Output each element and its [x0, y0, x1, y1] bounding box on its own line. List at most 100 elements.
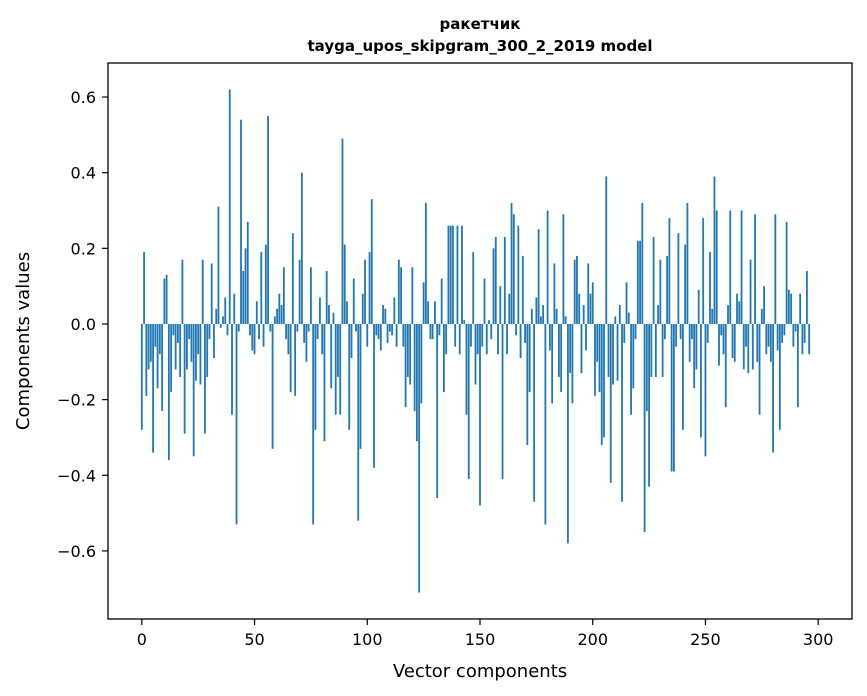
bar — [526, 323, 529, 446]
bar — [727, 305, 729, 324]
bar — [343, 244, 346, 324]
bar — [609, 323, 612, 483]
bar — [158, 323, 161, 355]
bar — [393, 297, 396, 324]
bar — [697, 289, 700, 324]
bar — [670, 323, 673, 472]
bar — [285, 323, 288, 340]
bar — [339, 323, 342, 415]
bar — [476, 323, 479, 355]
bar — [287, 323, 290, 355]
bar — [715, 210, 718, 324]
bar — [438, 323, 441, 336]
bar — [197, 323, 200, 355]
y-tick-label: −0.2 — [57, 391, 96, 410]
bar — [219, 323, 222, 328]
bar — [424, 202, 427, 324]
bar — [341, 138, 344, 324]
bar — [641, 202, 644, 324]
bar — [587, 263, 590, 324]
bar — [334, 323, 337, 415]
bar — [163, 278, 166, 324]
bar — [176, 323, 179, 343]
bar — [213, 323, 215, 359]
y-tick-label: 0.0 — [71, 315, 96, 334]
y-tick-label: 0.4 — [71, 164, 96, 183]
bar — [679, 323, 682, 340]
bar — [803, 323, 806, 343]
bar — [576, 255, 578, 324]
bar — [384, 308, 387, 324]
bar — [636, 240, 639, 324]
bar — [760, 308, 763, 324]
bar — [751, 323, 754, 370]
bar — [391, 323, 393, 336]
bar — [267, 115, 269, 324]
bar — [731, 323, 734, 359]
bar — [632, 323, 635, 389]
bar — [328, 305, 330, 324]
bar — [255, 301, 258, 324]
bar — [772, 323, 774, 453]
bar — [167, 323, 170, 461]
bar — [402, 323, 405, 347]
bar — [346, 301, 348, 324]
bar — [521, 255, 524, 324]
bar — [395, 323, 398, 347]
x-axis-label: Vector components — [393, 661, 567, 682]
bar — [700, 323, 702, 438]
bar — [388, 323, 391, 332]
bar — [808, 323, 811, 355]
bar — [145, 323, 148, 396]
bar — [796, 323, 799, 408]
bar — [490, 323, 493, 340]
bar — [567, 323, 569, 544]
bar — [695, 323, 698, 370]
bar — [623, 323, 626, 343]
bar — [729, 210, 732, 324]
bar — [244, 248, 247, 324]
bar — [709, 252, 711, 324]
bar — [794, 323, 797, 332]
bar — [434, 301, 436, 324]
bar — [603, 323, 605, 438]
y-axis-label: Components values — [13, 252, 34, 430]
bar — [352, 278, 355, 324]
bar — [553, 263, 556, 324]
y-tick-label: 0.6 — [71, 88, 96, 107]
bar — [440, 278, 443, 324]
bar-series — [140, 89, 811, 593]
bar — [449, 225, 452, 324]
bar — [237, 323, 240, 332]
bar — [463, 320, 466, 324]
bar — [397, 259, 400, 324]
bar — [614, 316, 617, 324]
bar — [224, 297, 227, 324]
bar — [204, 323, 206, 434]
bar — [769, 323, 772, 362]
bar — [190, 323, 193, 362]
x-tick-label: 250 — [690, 630, 721, 649]
chart-subtitle: tayga_upos_skipgram_300_2_2019 model — [308, 37, 653, 55]
x-tick-label: 50 — [244, 630, 264, 649]
bar — [152, 323, 154, 453]
bar — [251, 323, 254, 351]
bar — [147, 323, 150, 370]
bar — [765, 323, 768, 355]
bar — [639, 240, 641, 324]
bar — [289, 323, 292, 393]
bar — [422, 282, 425, 324]
bar — [483, 278, 486, 324]
bar — [208, 323, 211, 340]
bar — [494, 236, 497, 324]
bar — [465, 323, 468, 415]
bar — [361, 293, 364, 324]
bar — [706, 323, 709, 343]
bar — [479, 323, 481, 506]
bar — [539, 316, 542, 324]
bar — [783, 323, 786, 336]
y-tick-label: −0.4 — [57, 466, 96, 485]
bar — [607, 323, 610, 377]
bar — [776, 323, 779, 351]
